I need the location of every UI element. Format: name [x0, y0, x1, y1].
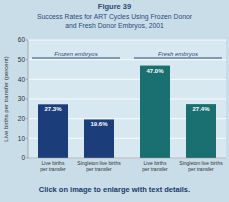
group-bracket [32, 58, 120, 59]
y-tick-label: 50 [18, 56, 26, 63]
x-tick-label: Live birthsper transfer [40, 160, 66, 172]
footer-note: Click on image to enlarge with text deta… [39, 185, 190, 194]
subtitle: and Fresh Donor Embryos, 2001 [65, 22, 164, 30]
grid-line [28, 59, 226, 60]
data-label: 27.4% [192, 106, 210, 112]
data-label: 19.6% [90, 121, 108, 127]
y-axis [28, 40, 29, 158]
grid-line [28, 79, 226, 80]
bar [186, 104, 216, 158]
bar [140, 66, 170, 158]
bar [84, 119, 114, 158]
data-label: 47.0% [146, 68, 164, 74]
grid-line [28, 99, 226, 100]
x-axis [28, 158, 226, 159]
plot-area [28, 40, 226, 158]
y-axis-label: Live births per transfer (percent) [3, 56, 9, 141]
group-label: Fresh embryos [158, 51, 198, 57]
data-label: 27.3% [44, 106, 62, 112]
y-tick-label: 20 [18, 115, 26, 122]
y-tick-label: 60 [18, 36, 26, 43]
y-tick-label: 0 [21, 154, 25, 161]
y-tick-label: 30 [18, 95, 26, 102]
bar [38, 104, 68, 158]
x-tick-label: Singleton live birthsper transfer [179, 160, 223, 172]
y-tick-label: 40 [18, 76, 26, 83]
grid-line [28, 40, 226, 41]
x-tick-label: Live birthsper transfer [142, 160, 168, 172]
group-label: Frozen embryos [54, 51, 97, 57]
subtitle: Success Rates for ART Cycles Using Froze… [37, 13, 193, 21]
background [0, 0, 229, 202]
title: Figure 39 [98, 2, 131, 11]
x-tick-label: Singleton live birthsper transfer [77, 160, 121, 172]
group-bracket [134, 58, 222, 59]
y-tick-label: 10 [18, 135, 26, 142]
bars [38, 66, 216, 158]
